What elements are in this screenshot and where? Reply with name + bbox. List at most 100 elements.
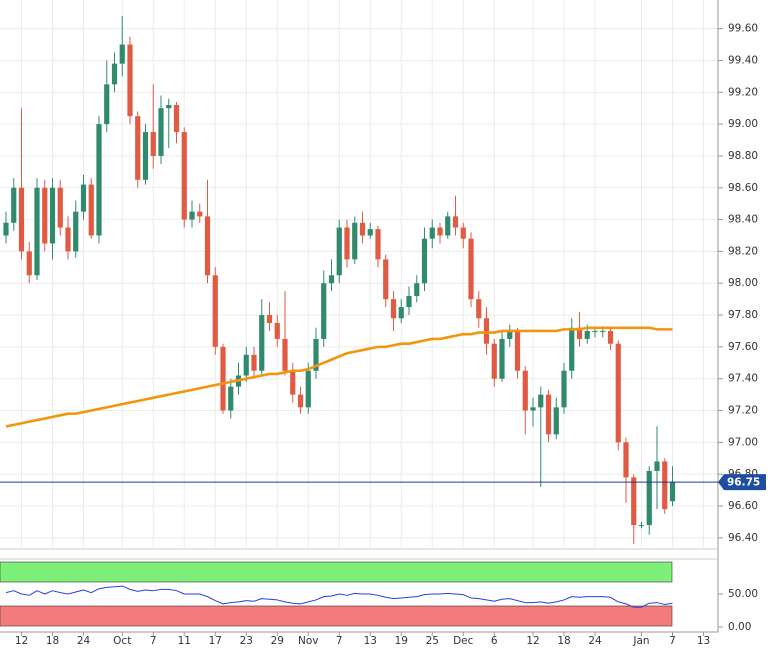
candle-body xyxy=(181,132,187,220)
y-tick-label: 97.20 xyxy=(728,405,758,417)
last-price-label: 96.75 xyxy=(727,477,760,489)
candle-body xyxy=(452,216,459,228)
x-tick-label: 29 xyxy=(271,635,284,647)
x-tick-label: 18 xyxy=(557,635,570,647)
candle-body xyxy=(359,222,366,236)
candle-body xyxy=(96,124,102,236)
candle-body xyxy=(204,216,211,276)
candle-body xyxy=(507,330,513,339)
last-price-box xyxy=(718,474,766,491)
candle-body xyxy=(375,229,381,260)
candle-body xyxy=(212,275,218,347)
candle-body xyxy=(662,461,668,510)
candle-body xyxy=(158,108,164,156)
candle-body xyxy=(73,211,79,252)
candle-body xyxy=(189,211,195,220)
candle-body xyxy=(34,187,40,276)
x-tick-label: 12 xyxy=(15,635,28,647)
candle-body xyxy=(437,227,443,236)
candle-body xyxy=(297,394,304,408)
candle-body xyxy=(390,299,397,319)
y-tick-label: 97.00 xyxy=(728,436,758,448)
y-tick-label: 99.40 xyxy=(728,54,758,66)
x-tick-label: 23 xyxy=(240,635,253,647)
y-tick-label: 0.00 xyxy=(728,621,751,633)
candle-body xyxy=(80,184,87,212)
candle-body xyxy=(538,394,544,408)
y-tick-label: 98.00 xyxy=(728,277,758,289)
candle-body xyxy=(553,407,559,435)
candle-body xyxy=(445,216,451,236)
candle-body xyxy=(65,227,71,252)
candle-body xyxy=(150,132,156,156)
candle-body xyxy=(166,105,172,109)
candle-body xyxy=(522,370,528,411)
candle-body xyxy=(398,307,404,319)
x-tick-label: 13 xyxy=(364,635,377,647)
candle-body xyxy=(530,407,536,411)
candle-body xyxy=(638,525,645,527)
candle-body xyxy=(344,227,350,260)
oversold-zone xyxy=(0,605,673,627)
candle-body xyxy=(623,442,629,478)
candle-body xyxy=(646,470,652,526)
candle-body xyxy=(607,330,614,344)
candle-body xyxy=(383,259,389,300)
x-tick-label: Jan xyxy=(632,635,649,647)
candle-body xyxy=(499,338,505,379)
candle-body xyxy=(243,354,249,376)
candle-body xyxy=(414,283,420,296)
candle-body xyxy=(615,343,621,443)
candle-body xyxy=(367,229,373,236)
x-tick-label: 11 xyxy=(178,635,191,647)
x-tick-label: 6 xyxy=(491,635,498,647)
y-tick-label: 99.60 xyxy=(728,23,758,35)
moving-average xyxy=(5,326,673,428)
candle-body xyxy=(476,299,482,319)
y-tick-label: 97.40 xyxy=(728,373,758,385)
candle-body xyxy=(584,330,590,339)
candle-body xyxy=(514,330,521,371)
y-tick-label: 99.20 xyxy=(728,86,758,98)
x-tick-label: 25 xyxy=(426,635,439,647)
candle-body xyxy=(173,105,180,133)
y-tick-label: 98.40 xyxy=(728,214,758,226)
candle-body xyxy=(460,227,466,239)
candle-body xyxy=(336,227,342,276)
candle-body xyxy=(197,211,203,217)
overbought-zone xyxy=(0,561,673,583)
y-tick-label: 98.20 xyxy=(728,245,758,257)
x-tick-label: 24 xyxy=(588,635,602,647)
candle-body xyxy=(18,187,25,252)
y-tick-label: 97.80 xyxy=(728,309,758,321)
candle-body xyxy=(561,370,567,408)
y-tick-label: 96.60 xyxy=(728,500,758,512)
candle-body xyxy=(313,338,319,371)
candle-body xyxy=(290,370,296,395)
x-tick-label: 17 xyxy=(209,635,222,647)
candle-body xyxy=(251,354,257,371)
candle-body xyxy=(631,477,637,526)
candle-body xyxy=(127,44,133,117)
candle-body xyxy=(545,394,552,435)
candle-body xyxy=(142,132,149,180)
candle-body xyxy=(3,222,9,236)
x-tick-label: 7 xyxy=(150,635,157,647)
candle-body xyxy=(600,330,606,332)
y-tick-label: 99.00 xyxy=(728,118,758,130)
y-tick-label: 98.80 xyxy=(728,150,758,162)
candle-body xyxy=(576,327,583,339)
y-tick-label: 97.60 xyxy=(728,341,758,353)
oscillator-line xyxy=(5,585,673,608)
candle-body xyxy=(228,386,234,411)
candle-body xyxy=(26,251,32,276)
x-tick-label: 24 xyxy=(77,635,91,647)
candle-body xyxy=(11,187,17,223)
candle-body xyxy=(220,346,226,411)
candle-body xyxy=(468,238,474,300)
x-tick-label: 12 xyxy=(526,635,539,647)
x-tick-label: 19 xyxy=(395,635,408,647)
x-tick-label: Dec xyxy=(453,635,474,647)
